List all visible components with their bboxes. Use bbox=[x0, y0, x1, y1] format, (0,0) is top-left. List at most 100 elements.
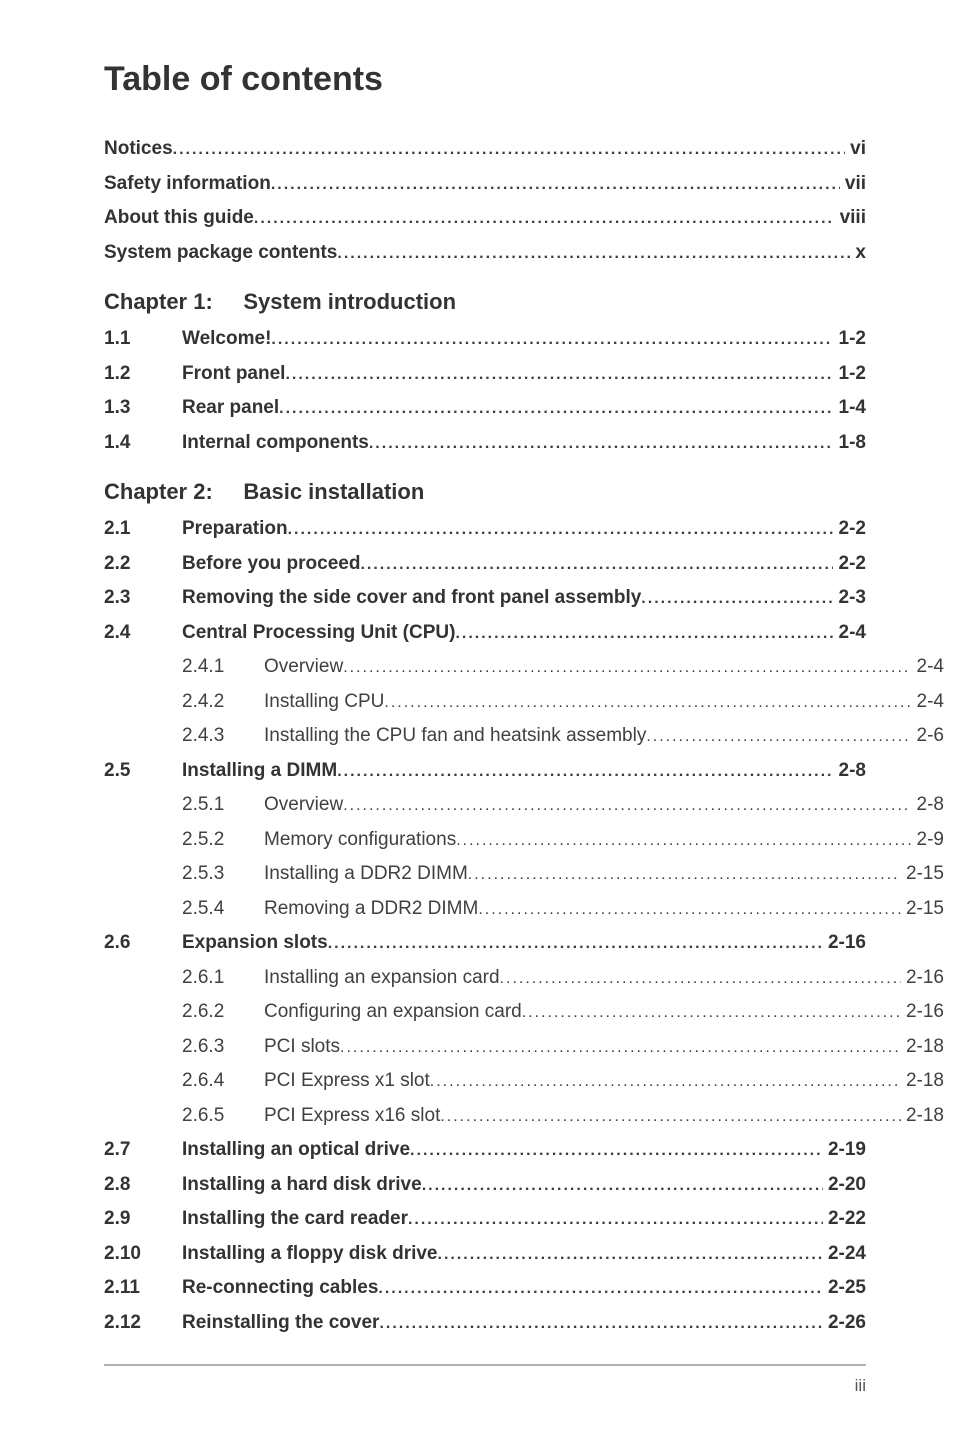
page-title: Table of contents bbox=[104, 60, 866, 99]
chapter-heading: Chapter 2: Basic installation bbox=[104, 479, 866, 505]
toc-leader bbox=[468, 863, 901, 887]
toc-section-number: 2.12 bbox=[104, 1309, 182, 1338]
toc-section-row: 2.6Expansion slots 2-16 bbox=[104, 929, 866, 958]
toc-subsection-label: 2.5.1Overview bbox=[182, 791, 343, 820]
toc-page: vii bbox=[840, 170, 866, 199]
toc-subsection-row: 2.4.3Installing the CPU fan and heatsink… bbox=[104, 722, 944, 751]
toc-section-number: 2.11 bbox=[104, 1274, 182, 1303]
toc-section-title: Internal components bbox=[182, 432, 369, 453]
toc-page: 2-2 bbox=[833, 515, 866, 544]
toc-leader bbox=[337, 760, 833, 784]
toc-section-number: 2.8 bbox=[104, 1171, 182, 1200]
toc-subsection-number: 2.4.2 bbox=[182, 688, 264, 717]
toc-leader bbox=[455, 622, 833, 646]
toc-front-matter-row: About this guide viii bbox=[104, 204, 866, 233]
toc-subsection-label: 2.5.2Memory configurations bbox=[182, 826, 456, 855]
toc-subsection-title: Memory configurations bbox=[264, 829, 456, 850]
toc-section-title: Expansion slots bbox=[182, 932, 328, 953]
toc-section-title: Welcome! bbox=[182, 328, 271, 349]
toc-page: 2-8 bbox=[911, 791, 944, 820]
toc-subsection-title: PCI Express x16 slot bbox=[264, 1105, 440, 1126]
chapters-list: Chapter 1: System introduction 1.1Welcome… bbox=[104, 289, 866, 1337]
toc-section-row: 1.3Rear panel 1-4 bbox=[104, 394, 866, 423]
toc-section-title: Installing a DIMM bbox=[182, 760, 337, 781]
toc-section-label: 2.10Installing a floppy disk drive bbox=[104, 1240, 438, 1269]
toc-leader bbox=[254, 207, 834, 231]
toc-section-label: 2.11Re-connecting cables bbox=[104, 1274, 378, 1303]
toc-page: 1-2 bbox=[833, 325, 866, 354]
toc-page: x bbox=[850, 239, 866, 268]
toc-page: 2-4 bbox=[911, 653, 944, 682]
toc-section-row: 2.3Removing the side cover and front pan… bbox=[104, 584, 866, 613]
toc-subsection-label: 2.6.2Configuring an expansion card bbox=[182, 998, 522, 1027]
toc-page: 2-20 bbox=[823, 1171, 866, 1200]
toc-page: 2-8 bbox=[833, 757, 866, 786]
toc-leader bbox=[379, 1312, 822, 1336]
toc-section-label: 2.12Reinstalling the cover bbox=[104, 1309, 379, 1338]
toc-leader bbox=[440, 1105, 900, 1129]
toc-leader bbox=[378, 1277, 822, 1301]
footer-rule bbox=[104, 1364, 866, 1366]
toc-subsection-label: 2.4.2Installing CPU bbox=[182, 688, 384, 717]
toc-section-row: 2.7Installing an optical drive 2-19 bbox=[104, 1136, 866, 1165]
toc-section-number: 2.6 bbox=[104, 929, 182, 958]
toc-subsection-row: 2.5.3Installing a DDR2 DIMM 2-15 bbox=[104, 860, 944, 889]
toc-subsection-number: 2.5.4 bbox=[182, 895, 264, 924]
toc-label: Safety information bbox=[104, 170, 271, 199]
chapter-heading: Chapter 1: System introduction bbox=[104, 289, 866, 315]
toc-subsection-number: 2.5.2 bbox=[182, 826, 264, 855]
toc-section-number: 2.2 bbox=[104, 550, 182, 579]
toc-page: 2-16 bbox=[901, 998, 944, 1027]
toc-subsection-number: 2.6.1 bbox=[182, 964, 264, 993]
toc-page: 2-18 bbox=[901, 1102, 944, 1131]
toc-subsection-label: 2.5.4Removing a DDR2 DIMM bbox=[182, 895, 478, 924]
toc-section-row: 2.10Installing a floppy disk drive 2-24 bbox=[104, 1240, 866, 1269]
toc-leader bbox=[422, 1174, 823, 1198]
toc-page: 2-18 bbox=[901, 1033, 944, 1062]
toc-section-row: 2.11Re-connecting cables 2-25 bbox=[104, 1274, 866, 1303]
toc-subsection-title: Installing CPU bbox=[264, 691, 384, 712]
toc-subsection-number: 2.4.1 bbox=[182, 653, 264, 682]
toc-leader bbox=[430, 1070, 901, 1094]
toc-leader bbox=[478, 898, 900, 922]
toc-subsection-label: 2.6.5PCI Express x16 slot bbox=[182, 1102, 440, 1131]
toc-section-row: 2.5Installing a DIMM 2-8 bbox=[104, 757, 866, 786]
toc-subsection-row: 2.6.3PCI slots 2-18 bbox=[104, 1033, 944, 1062]
toc-subsection-row: 2.6.2Configuring an expansion card 2-16 bbox=[104, 998, 944, 1027]
toc-leader bbox=[438, 1243, 823, 1267]
toc-label: Notices bbox=[104, 135, 173, 164]
toc-leader bbox=[384, 691, 911, 715]
toc-section-label: 2.9Installing the card reader bbox=[104, 1205, 408, 1234]
toc-leader bbox=[288, 518, 834, 542]
toc-section-label: 1.3Rear panel bbox=[104, 394, 279, 423]
toc-subsection-label: 2.6.3PCI slots bbox=[182, 1033, 340, 1062]
toc-section-number: 2.3 bbox=[104, 584, 182, 613]
toc-subsection-number: 2.5.1 bbox=[182, 791, 264, 820]
toc-section-label: 2.8Installing a hard disk drive bbox=[104, 1171, 422, 1200]
toc-subsection-row: 2.5.2Memory configurations 2-9 bbox=[104, 826, 944, 855]
toc-subsection-title: Removing a DDR2 DIMM bbox=[264, 898, 478, 919]
toc-subsection-title: Overview bbox=[264, 794, 343, 815]
toc-section-label: 1.4Internal components bbox=[104, 429, 369, 458]
toc-leader bbox=[641, 587, 833, 611]
toc-leader bbox=[500, 967, 901, 991]
toc-label: About this guide bbox=[104, 204, 254, 233]
toc-page: 2-16 bbox=[823, 929, 866, 958]
toc-leader bbox=[337, 242, 850, 266]
toc-page: 2-19 bbox=[823, 1136, 866, 1165]
toc-subsection-number: 2.6.4 bbox=[182, 1067, 264, 1096]
toc-subsection-number: 2.6.2 bbox=[182, 998, 264, 1027]
toc-subsection-label: 2.4.1Overview bbox=[182, 653, 343, 682]
toc-section-number: 1.1 bbox=[104, 325, 182, 354]
toc-subsection-label: 2.5.3Installing a DDR2 DIMM bbox=[182, 860, 468, 889]
toc-section-label: 2.7Installing an optical drive bbox=[104, 1136, 410, 1165]
toc-leader bbox=[328, 932, 823, 956]
toc-leader bbox=[408, 1208, 823, 1232]
toc-subsection-label: 2.6.4PCI Express x1 slot bbox=[182, 1067, 430, 1096]
toc-section-row: 2.8Installing a hard disk drive 2-20 bbox=[104, 1171, 866, 1200]
toc-section-row: 2.4Central Processing Unit (CPU) 2-4 bbox=[104, 619, 866, 648]
toc-leader bbox=[522, 1001, 901, 1025]
toc-page: 2-6 bbox=[911, 722, 944, 751]
toc-page: 2-4 bbox=[911, 688, 944, 717]
toc-page: 2-2 bbox=[833, 550, 866, 579]
